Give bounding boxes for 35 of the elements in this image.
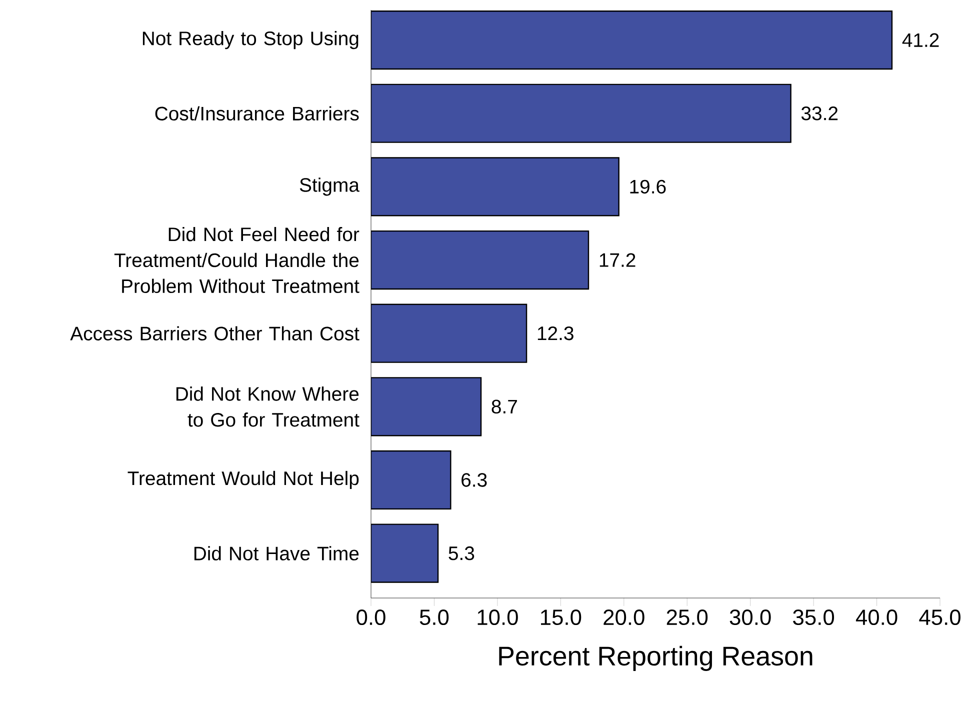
x-tick-label: 40.0 <box>856 610 898 626</box>
y-tick-label: Cost/Insurance Barriers <box>155 106 359 121</box>
y-tick-label: Stigma <box>300 178 360 196</box>
x-tick-label: 15.0 <box>541 610 582 626</box>
data-label: 12.3 <box>538 326 574 340</box>
x-tick-label: 30.0 <box>730 610 771 626</box>
bar <box>371 304 528 363</box>
bar <box>371 11 892 70</box>
y-tick-label: Did Not Have Time <box>194 546 359 560</box>
data-label: 5.3 <box>448 546 474 560</box>
data-label: 33.2 <box>801 106 838 120</box>
data-label: 41.2 <box>902 33 939 47</box>
data-label: 19.6 <box>630 180 666 194</box>
y-tick-label: Access Barriers Other Than Cost <box>70 326 360 340</box>
y-tick-label: Did Not Know Where to Go for Treatment <box>176 386 360 427</box>
data-label: 6.3 <box>462 473 487 487</box>
y-tick-label: Not Ready to Stop Using <box>142 31 358 50</box>
data-label: 17.2 <box>600 253 636 267</box>
x-axis-title: Percent Reporting Reason <box>499 646 812 671</box>
x-tick-label: 45.0 <box>919 610 960 626</box>
bar <box>371 157 620 216</box>
y-tick-label: Did Not Feel Need for Treatment/Could Handle the Problem Without Treatment <box>114 226 360 294</box>
y-tick-label: Treatment Would Not Help <box>128 470 359 490</box>
x-tick-label: 0.0 <box>356 610 386 626</box>
data-label: 8.7 <box>492 400 517 414</box>
bar <box>371 84 792 143</box>
x-tick-label: 20.0 <box>604 610 644 626</box>
bar <box>371 524 439 583</box>
x-tick-label: 10.0 <box>478 610 518 626</box>
bar <box>371 450 452 510</box>
x-tick-label: 5.0 <box>420 610 449 626</box>
x-tick-label: 35.0 <box>793 610 834 626</box>
x-tick-label: 25.0 <box>666 610 708 626</box>
bar <box>371 377 482 436</box>
bar <box>371 230 590 290</box>
